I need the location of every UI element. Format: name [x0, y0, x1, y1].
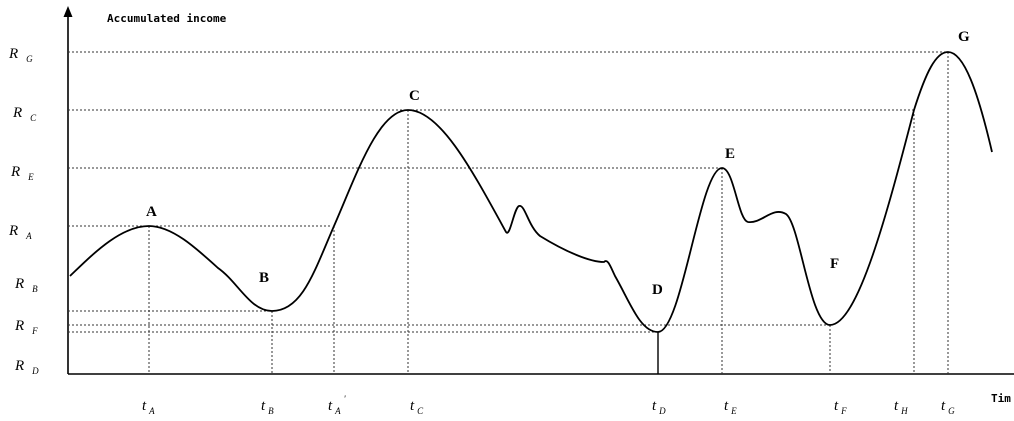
y-axis-title: Accumulated income	[107, 12, 227, 25]
y-axis-arrowhead	[63, 6, 73, 17]
level-guides	[68, 51, 948, 333]
time-label-A2: t A'	[328, 394, 347, 416]
income-curve	[69, 51, 993, 333]
point-labels: A B C D E F G	[146, 29, 970, 298]
point-label-A: A	[146, 204, 157, 220]
time-guides	[148, 52, 949, 374]
point-label-E: E	[725, 146, 735, 162]
point-label-C: C	[409, 88, 420, 104]
point-label-D: D	[652, 282, 663, 298]
x-axis-title: Tim	[991, 392, 1011, 405]
point-label-B: B	[259, 270, 269, 286]
point-label-F: F	[830, 256, 839, 272]
point-label-G: G	[958, 29, 970, 45]
